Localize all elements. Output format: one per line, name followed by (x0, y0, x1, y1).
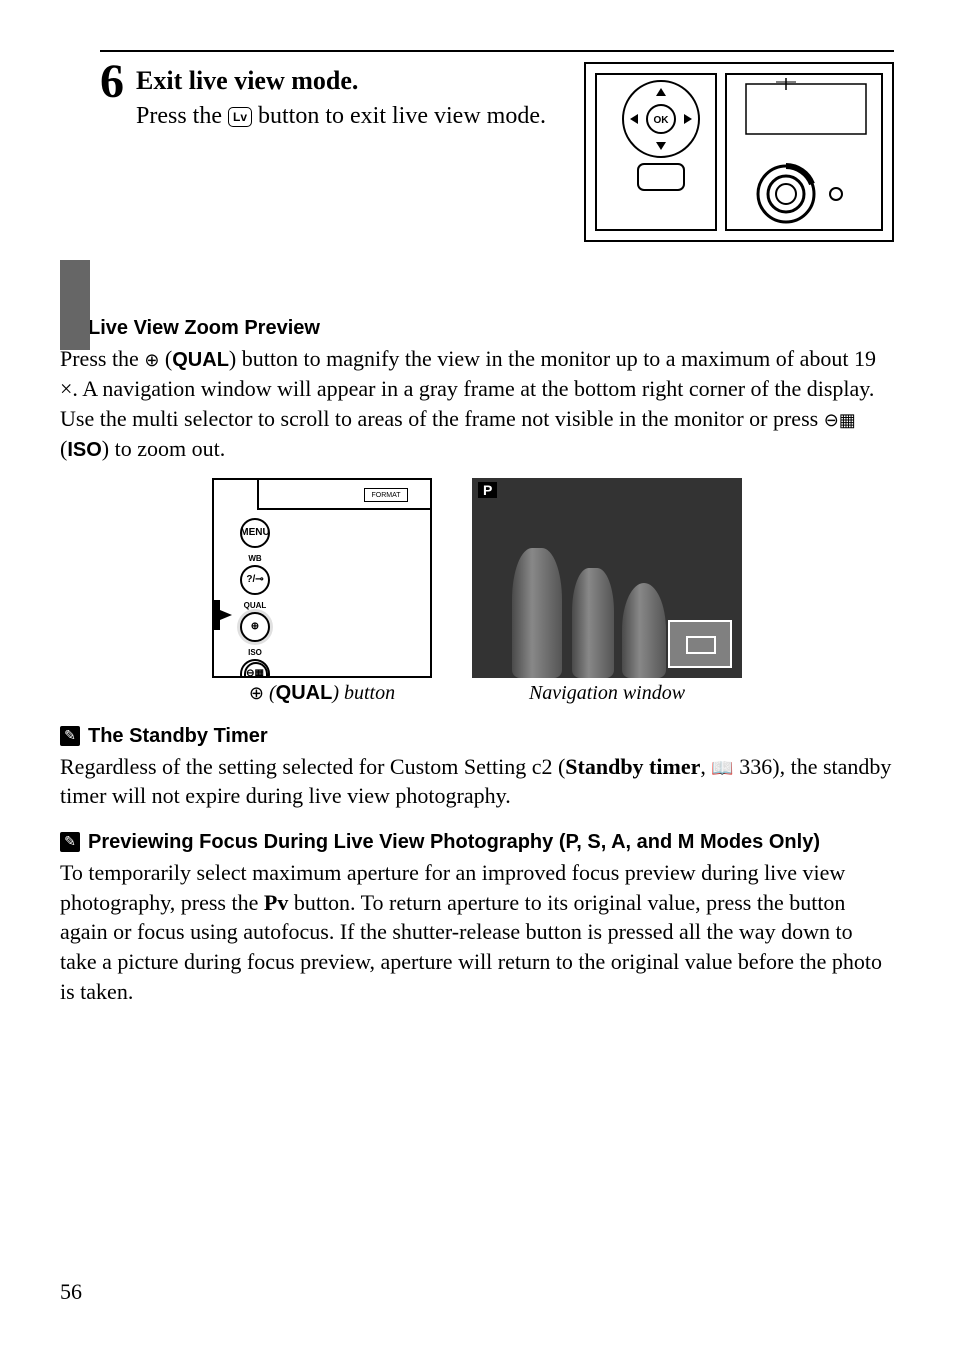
pencil-icon: ✎ (60, 832, 80, 852)
step-body-pre: Press the (136, 103, 228, 129)
step-body-post: button to exit live view mode. (252, 103, 546, 129)
caption-left-pre: ( (264, 682, 276, 704)
preview-section-body: To temporarily select maximum aperture f… (60, 858, 894, 1006)
format-label: FORMAT (364, 488, 408, 502)
zoom-section-header: ✎ Live View Zoom Preview (60, 317, 894, 340)
standby-body-pre: Regardless of the setting selected for C… (60, 754, 565, 779)
caption-qual: QUAL (276, 682, 333, 704)
step-number: 6 (100, 58, 124, 106)
preview-focus-section: ✎ Previewing Focus During Live View Phot… (60, 831, 894, 1006)
standby-bold: Standby timer (565, 754, 700, 779)
zoom-preview-section: ✎ Live View Zoom Preview Press the ⊕ (QU… (60, 317, 894, 704)
qual-btn-label: QUAL (244, 601, 267, 610)
button-panel-illustration: FORMAT MENU WB ?/⊸ QUAL ⊕ ISO ⊖▦ (212, 478, 432, 678)
caption-left-post: ) button (332, 682, 395, 704)
zoom-section-title: Live View Zoom Preview (88, 317, 320, 340)
camera-back-illustration: OK (584, 62, 894, 242)
standby-body-mid: , (700, 754, 711, 779)
preview-section-title: Previewing Focus During Live View Photog… (88, 831, 820, 854)
top-rule (100, 50, 894, 52)
bottle-3 (622, 583, 666, 678)
preview-section-header: ✎ Previewing Focus During Live View Phot… (60, 831, 894, 854)
svg-text:OK: OK (654, 115, 670, 126)
wb-label: WB (248, 554, 261, 563)
bottle-1 (512, 548, 562, 678)
wb-button: ?/⊸ (240, 565, 270, 595)
nav-preview-screen: P (472, 478, 742, 678)
zoom-section-body: Press the ⊕ (QUAL) button to magnify the… (60, 344, 894, 463)
standby-section-title: The Standby Timer (88, 725, 268, 748)
standby-timer-section: ✎ The Standby Timer Regardless of the se… (60, 725, 894, 811)
navigation-window-frame (668, 620, 732, 668)
zoom-out-icon: ⊖▦ (824, 410, 856, 430)
book-icon: 📖 (711, 758, 733, 778)
caption-zoom-icon: ⊕ (249, 683, 264, 703)
figures-row: FORMAT MENU WB ?/⊸ QUAL ⊕ ISO ⊖▦ (60, 478, 894, 705)
qual-label: QUAL (172, 349, 229, 371)
camera-svg: OK (586, 64, 892, 240)
menu-button: MENU (240, 518, 270, 548)
standby-section-body: Regardless of the setting selected for C… (60, 752, 894, 811)
zoom-body-post: ) to zoom out. (102, 436, 225, 461)
figure-caption-right: Navigation window (472, 682, 742, 705)
button-stack: MENU WB ?/⊸ QUAL ⊕ ISO ⊖▦ (240, 518, 270, 678)
figure-nav-preview: P Navigation window (472, 478, 742, 705)
qual-button: ⊕ (240, 612, 270, 642)
figure-caption-left: ⊕ (QUAL) button (212, 682, 432, 705)
iso-label: ISO (67, 439, 101, 461)
navigation-window-inner (686, 636, 716, 654)
pencil-icon: ✎ (60, 726, 80, 746)
figure-button-panel: FORMAT MENU WB ?/⊸ QUAL ⊕ ISO ⊖▦ (212, 478, 432, 705)
page-number: 56 (60, 1279, 82, 1305)
step-body: Press the Lv button to exit live view mo… (136, 100, 556, 132)
side-tab (60, 260, 90, 350)
pv-bold: Pv (264, 890, 288, 915)
bottle-2 (572, 568, 614, 678)
nav-p-badge: P (478, 482, 497, 498)
zoom-in-icon: ⊕ (144, 350, 159, 370)
highlight-arrow-icon (214, 600, 236, 630)
lv-icon: Lv (228, 107, 252, 127)
panel-top: FORMAT (257, 480, 432, 510)
standby-section-header: ✎ The Standby Timer (60, 725, 894, 748)
iso-btn-label: ISO (248, 648, 262, 657)
